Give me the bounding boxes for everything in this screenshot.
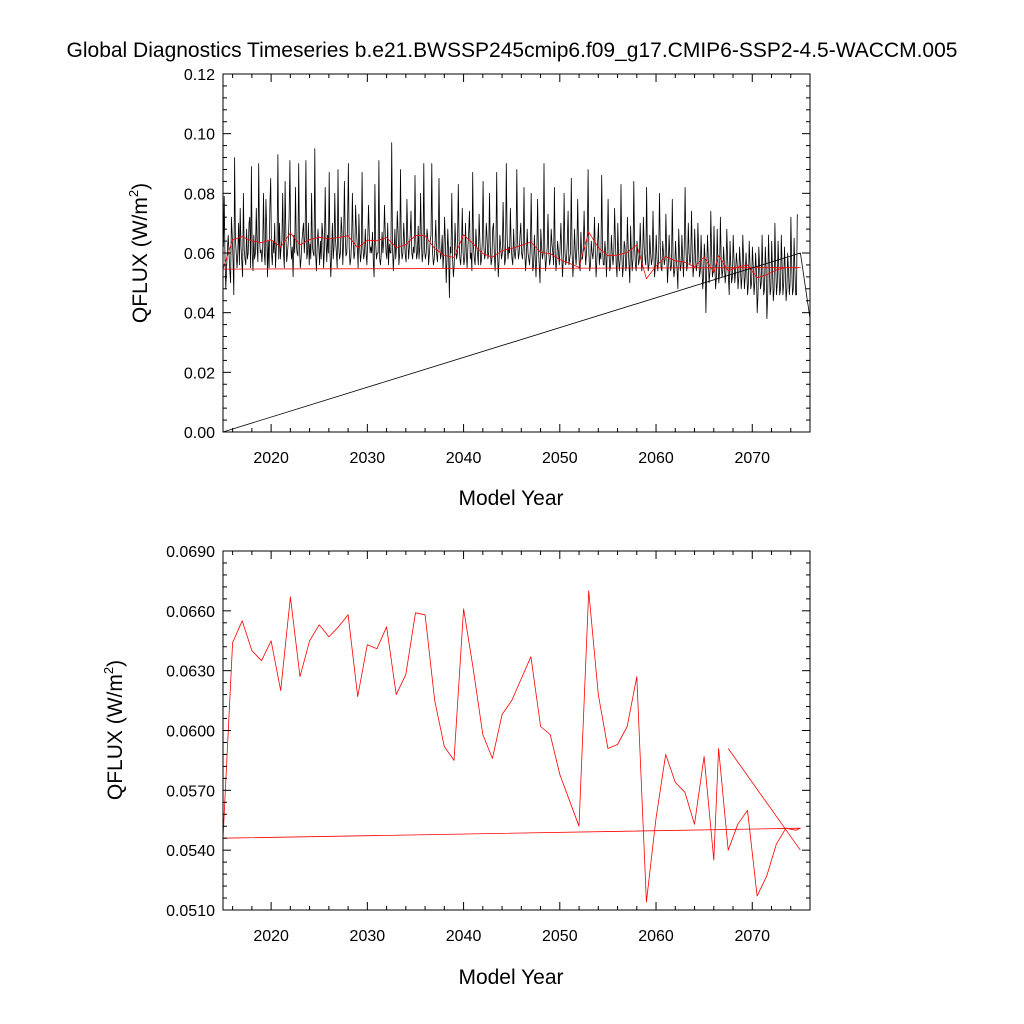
x-tick-label: 2070 bbox=[734, 450, 770, 467]
x-tick-label: 2060 bbox=[638, 928, 674, 945]
x-tick-label: 2040 bbox=[446, 928, 482, 945]
x-tick-label: 2020 bbox=[253, 450, 289, 467]
y-tick-label: 0.06 bbox=[184, 246, 215, 263]
monthly-panel-ylabel-close: ) bbox=[129, 183, 152, 190]
monthly-panel-ylabel: QFLUX (W/m2) bbox=[126, 183, 152, 323]
series-line-0 bbox=[223, 142, 798, 320]
series-line-0 bbox=[222, 590, 801, 903]
y-tick-label: 0.0660 bbox=[166, 604, 215, 621]
x-tick-label: 2030 bbox=[350, 450, 386, 467]
annual-panel-ylabel: QFLUX (W/m2) bbox=[101, 660, 127, 800]
y-tick-label: 0.0570 bbox=[166, 783, 215, 800]
x-tick-label: 2030 bbox=[350, 928, 386, 945]
annual-panel-ticks: 2020 2030 2040 2050 2060 2070 0.0510 0.0540 0.05… bbox=[166, 544, 811, 945]
y-tick-label: 0.04 bbox=[184, 306, 215, 323]
monthly-panel-xlabel: Model Year bbox=[458, 487, 563, 510]
x-tick-label: 2020 bbox=[253, 928, 289, 945]
monthly-panel-ticks: 2020 2030 2040 2050 2060 2070 0.00 0.02 0.04 0.06… bbox=[184, 67, 811, 467]
y-tick-label: 0.0540 bbox=[166, 843, 215, 860]
monthly-panel-marks bbox=[222, 142, 811, 433]
annual-panel-marks bbox=[222, 590, 801, 903]
annual-panel-ylabel-sup: 2 bbox=[101, 667, 116, 674]
y-tick-label: 0.0510 bbox=[166, 903, 215, 920]
x-tick-label: 2070 bbox=[734, 928, 770, 945]
series-line-1 bbox=[222, 231, 801, 280]
chart-title: Global Diagnostics Timeseries b.e21.BWSS… bbox=[67, 39, 958, 62]
monthly-panel-ylabel-main: QFLUX (W/m bbox=[129, 197, 152, 323]
x-tick-label: 2060 bbox=[638, 450, 674, 467]
annual-panel: 2020 2030 2040 2050 2060 2070 0.0510 0.0540 0.05… bbox=[101, 544, 811, 989]
monthly-panel: 2020 2030 2040 2050 2060 2070 0.00 0.02 0.04 0.06… bbox=[126, 67, 811, 510]
annual-panel-ylabel-main: QFLUX (W/m bbox=[104, 674, 127, 800]
series-line-2 bbox=[222, 252, 811, 433]
y-tick-label: 0.0690 bbox=[166, 544, 215, 561]
y-tick-label: 0.0630 bbox=[166, 664, 215, 681]
y-tick-label: 0.0600 bbox=[166, 724, 215, 741]
monthly-panel-frame bbox=[222, 73, 811, 433]
y-tick-label: 0.00 bbox=[184, 425, 215, 442]
annual-panel-ylabel-close: ) bbox=[104, 660, 127, 667]
monthly-panel-ylabel-sup: 2 bbox=[126, 190, 141, 197]
y-tick-label: 0.08 bbox=[184, 186, 215, 203]
x-tick-label: 2040 bbox=[446, 450, 482, 467]
series-line-1 bbox=[727, 748, 801, 851]
y-tick-label: 0.12 bbox=[184, 67, 215, 84]
annual-panel-frame bbox=[222, 550, 811, 911]
y-tick-label: 0.02 bbox=[184, 365, 215, 382]
annual-panel-xlabel: Model Year bbox=[458, 966, 563, 989]
y-tick-label: 0.10 bbox=[184, 127, 215, 144]
x-tick-label: 2050 bbox=[542, 928, 578, 945]
x-tick-label: 2050 bbox=[542, 450, 578, 467]
